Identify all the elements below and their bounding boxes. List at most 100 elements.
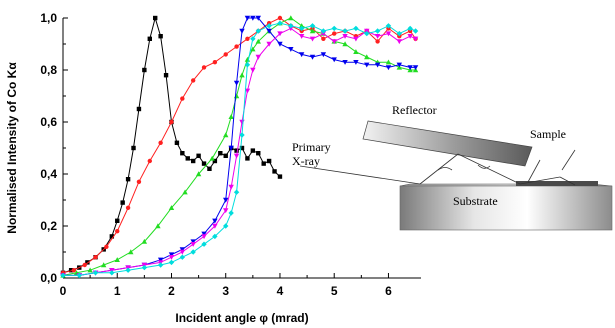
- data-point: [212, 233, 218, 240]
- data-point: [85, 260, 90, 265]
- data-point: [212, 60, 218, 65]
- data-point: [223, 132, 229, 138]
- data-point: [374, 28, 381, 34]
- data-point: [266, 41, 272, 47]
- data-point: [272, 169, 277, 174]
- data-point: [68, 268, 74, 273]
- data-point: [407, 65, 413, 71]
- data-point: [277, 20, 283, 26]
- data-point: [321, 36, 326, 41]
- data-point: [201, 234, 207, 240]
- data-point: [76, 272, 82, 279]
- data-point: [244, 88, 251, 94]
- y-tick-label: 0,6: [40, 115, 57, 129]
- xray-paths: [299, 149, 576, 186]
- data-point: [298, 23, 305, 28]
- data-point: [201, 241, 207, 247]
- data-point: [298, 25, 305, 32]
- data-point: [250, 67, 256, 73]
- data-point: [239, 72, 245, 78]
- data-point: [288, 23, 294, 29]
- data-point: [320, 52, 327, 58]
- y-tick-label: 0,2: [40, 219, 57, 233]
- data-point: [209, 155, 215, 161]
- y-tick-label: 0,0: [40, 271, 57, 285]
- data-point: [207, 166, 212, 171]
- data-point: [331, 25, 337, 32]
- y-tick-label: 1,0: [40, 11, 57, 25]
- data-point: [82, 262, 87, 268]
- data-point: [87, 267, 93, 273]
- data-point: [309, 54, 316, 60]
- data-point: [190, 239, 196, 245]
- x-tick-label: 4: [277, 284, 284, 298]
- data-point: [201, 231, 207, 237]
- data-point: [233, 189, 240, 195]
- series-line: [63, 22, 416, 276]
- data-point: [185, 156, 190, 161]
- series-1: [60, 15, 283, 275]
- data-point: [169, 119, 174, 125]
- data-point: [255, 15, 261, 21]
- data-point: [288, 47, 294, 52]
- data-point: [168, 252, 175, 258]
- data-point: [163, 73, 169, 78]
- data-point: [233, 93, 240, 99]
- data-point: [396, 39, 403, 45]
- data-point: [277, 15, 283, 21]
- data-point: [250, 46, 256, 52]
- data-point: [298, 34, 305, 39]
- data-point: [385, 59, 392, 65]
- data-point: [212, 223, 218, 229]
- series-line: [63, 17, 416, 276]
- data-point: [250, 148, 256, 153]
- data-point: [109, 234, 115, 239]
- data-point: [223, 153, 228, 158]
- data-point: [60, 272, 66, 279]
- series-4: [60, 15, 419, 279]
- data-point: [385, 31, 392, 37]
- series-line: [62, 17, 417, 274]
- data-point: [407, 25, 413, 32]
- data-point: [104, 244, 109, 249]
- data-point: [309, 23, 316, 29]
- data-point: [147, 36, 152, 41]
- data-point: [331, 39, 337, 45]
- data-point: [353, 25, 359, 32]
- sample-layer: [516, 181, 598, 186]
- data-point: [298, 52, 305, 58]
- data-point: [233, 80, 240, 86]
- x-tick-label: 5: [331, 284, 338, 298]
- data-point: [93, 255, 98, 260]
- data-point: [223, 197, 229, 203]
- data-point: [168, 259, 175, 266]
- data-point: [266, 23, 272, 29]
- data-point: [353, 36, 359, 42]
- series-5: [60, 26, 419, 279]
- inset-primary-label-2: X-ray: [292, 154, 320, 168]
- data-point: [320, 28, 327, 34]
- data-point: [412, 36, 419, 42]
- data-point: [190, 249, 196, 255]
- series-6: [60, 20, 419, 279]
- data-point: [136, 179, 142, 184]
- data-point: [196, 153, 201, 158]
- data-point: [332, 31, 337, 36]
- data-point: [239, 145, 245, 151]
- inset-sample-label: Sample: [530, 127, 566, 141]
- x-tick-label: 2: [168, 284, 175, 298]
- data-point: [223, 208, 229, 214]
- data-point: [120, 200, 125, 205]
- y-ticks: 0,0 0,2 0,4 0,6 0,8 1,0: [40, 11, 68, 285]
- y-axis-label: Normalised Intensity of Co Kα: [5, 62, 19, 234]
- series-line: [63, 27, 416, 276]
- data-point: [136, 106, 142, 112]
- data-point: [190, 158, 196, 164]
- data-point: [255, 54, 261, 60]
- data-point: [182, 189, 188, 195]
- inset-diagram: Reflector Sample Primary X-ray Substrate: [292, 103, 613, 231]
- data-point: [309, 28, 316, 34]
- x-tick-label: 6: [385, 284, 392, 298]
- data-point: [125, 205, 131, 210]
